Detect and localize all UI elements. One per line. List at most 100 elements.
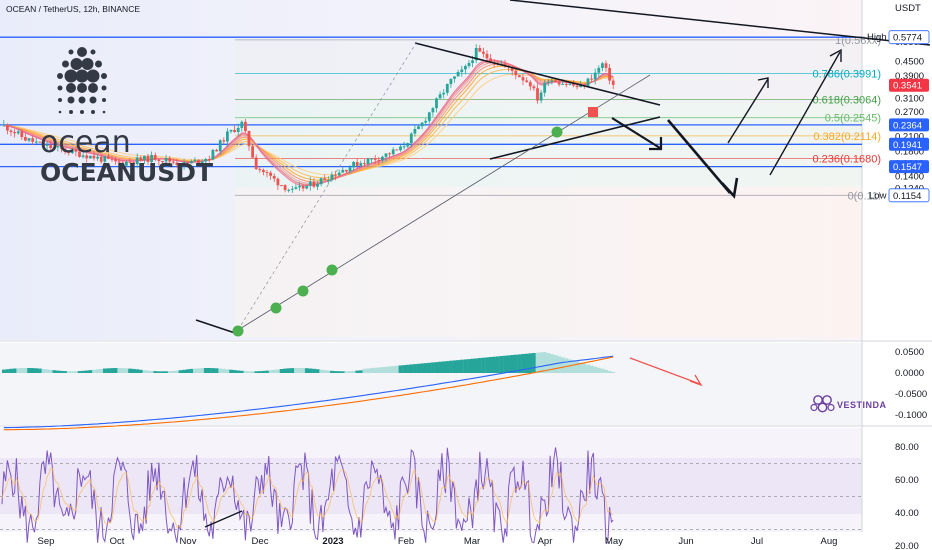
price-tick-label: 0.3100 — [895, 93, 924, 104]
macd-histogram-bar — [600, 368, 605, 373]
candle-body — [445, 84, 449, 93]
macd-histogram-bar — [391, 366, 396, 373]
time-tick-label: Dec — [252, 536, 269, 547]
logo-dot — [75, 69, 89, 83]
candle-body — [204, 159, 208, 162]
logo-dot — [58, 110, 62, 114]
candle-body — [207, 159, 211, 160]
macd-histogram-bar — [485, 357, 489, 373]
candle-body — [503, 63, 507, 66]
candle-body — [128, 161, 132, 163]
candle-body — [81, 155, 85, 157]
macd-histogram-bar — [344, 371, 349, 373]
macd-indicator — [2, 352, 703, 431]
candle-body — [413, 129, 417, 134]
macd-histogram-bar — [366, 368, 370, 373]
time-tick-label: Feb — [398, 536, 414, 547]
macd-histogram-bar — [200, 368, 205, 373]
candle-body — [593, 72, 597, 80]
fib-zone-lower — [235, 187, 862, 337]
candle-body — [34, 141, 38, 143]
arrow-head — [649, 137, 663, 151]
candle-body — [460, 69, 464, 72]
long-resistance-trendline — [509, 0, 931, 46]
logo-dot — [68, 49, 74, 55]
macd-histogram-bar — [449, 360, 453, 373]
macd-histogram-bar — [604, 369, 608, 373]
price-badge: 0.1941 — [889, 137, 929, 151]
arrow-head — [757, 77, 769, 88]
candle-body — [45, 144, 49, 146]
projection-arrow-down-small — [611, 117, 661, 149]
candle-body — [276, 178, 280, 186]
macd-histogram-bar — [254, 371, 259, 373]
candle-body — [9, 130, 13, 133]
candle-body — [150, 155, 153, 162]
macd-tick-label: -0.0500 — [895, 389, 927, 400]
macd-tick-label: 0.0000 — [895, 368, 924, 379]
time-tick-label: Jul — [751, 536, 763, 547]
candle-body — [384, 153, 388, 157]
fib-level-label: 0(0.11! — [848, 190, 881, 202]
macd-histogram-bar — [312, 368, 316, 373]
candle-body — [323, 178, 327, 181]
candle-body — [16, 131, 20, 134]
fib-level-label: 0.382(0.2114) — [813, 131, 881, 143]
macd-histogram-bar — [189, 368, 194, 373]
candle-body — [236, 127, 240, 132]
projection-line — [237, 39, 419, 331]
time-axis[interactable]: Sep Oct Nov Dec 2023 Feb Mar Apr May Jun Jul Aug — [38, 536, 838, 547]
candle-body — [521, 77, 525, 81]
candle-body — [182, 162, 186, 166]
logo-dot — [89, 96, 97, 104]
candle-body — [38, 141, 42, 143]
macd-histogram-bar — [413, 364, 417, 373]
macd-histogram-bar — [276, 369, 280, 373]
buy-signal-marker — [551, 126, 563, 138]
macd-histogram-bar — [387, 366, 392, 373]
candle-body — [474, 48, 478, 61]
candle-body — [247, 131, 251, 147]
candle-body — [456, 72, 460, 77]
rsi-divergence-line — [204, 510, 243, 528]
macd-histogram-bar — [380, 367, 385, 373]
macd-histogram-bar — [106, 368, 111, 373]
logo-dot — [101, 73, 107, 79]
candle-body — [586, 78, 590, 87]
macd-histogram-bar — [164, 371, 169, 373]
fib-level-label: 0.786(0.3991) — [813, 69, 882, 81]
candle-body — [168, 158, 172, 162]
candle-body — [370, 158, 373, 160]
candle-body — [70, 149, 74, 154]
macd-histogram-bar — [286, 368, 291, 373]
candlestick-series — [2, 44, 615, 193]
macd-histogram-bar — [236, 370, 241, 373]
macd-histogram-bar — [405, 364, 410, 373]
arrow-head — [829, 48, 842, 62]
macd-tick-label: -0.1000 — [895, 410, 927, 421]
macd-histogram-bar — [218, 368, 223, 373]
low-label: Low — [869, 190, 887, 201]
logo-dot — [77, 47, 87, 57]
macd-histogram-bar — [377, 367, 381, 373]
candle-body — [305, 185, 309, 189]
macd-histogram-bar — [56, 370, 60, 373]
macd-histogram-bar — [557, 356, 562, 373]
trendline-drawings[interactable] — [195, 0, 931, 337]
candle-body — [550, 80, 554, 82]
price-badge-box — [889, 78, 929, 92]
macd-histogram-bar — [247, 371, 251, 373]
price-badge: 0.1154 — [888, 188, 930, 203]
candle-body — [20, 131, 24, 137]
arrow-head — [721, 177, 739, 199]
price-axis[interactable]: 0.55000.45000.39000.31000.27000.21000.18… — [888, 30, 930, 550]
candle-body — [604, 63, 608, 68]
candle-body — [363, 163, 366, 165]
rsi-indicator — [0, 447, 862, 544]
macd-histogram-bar — [128, 368, 132, 373]
macd-histogram-bar — [157, 371, 161, 373]
candle-body — [442, 92, 446, 95]
macd-histogram-bar — [355, 370, 360, 373]
macd-histogram-bar — [521, 354, 525, 373]
